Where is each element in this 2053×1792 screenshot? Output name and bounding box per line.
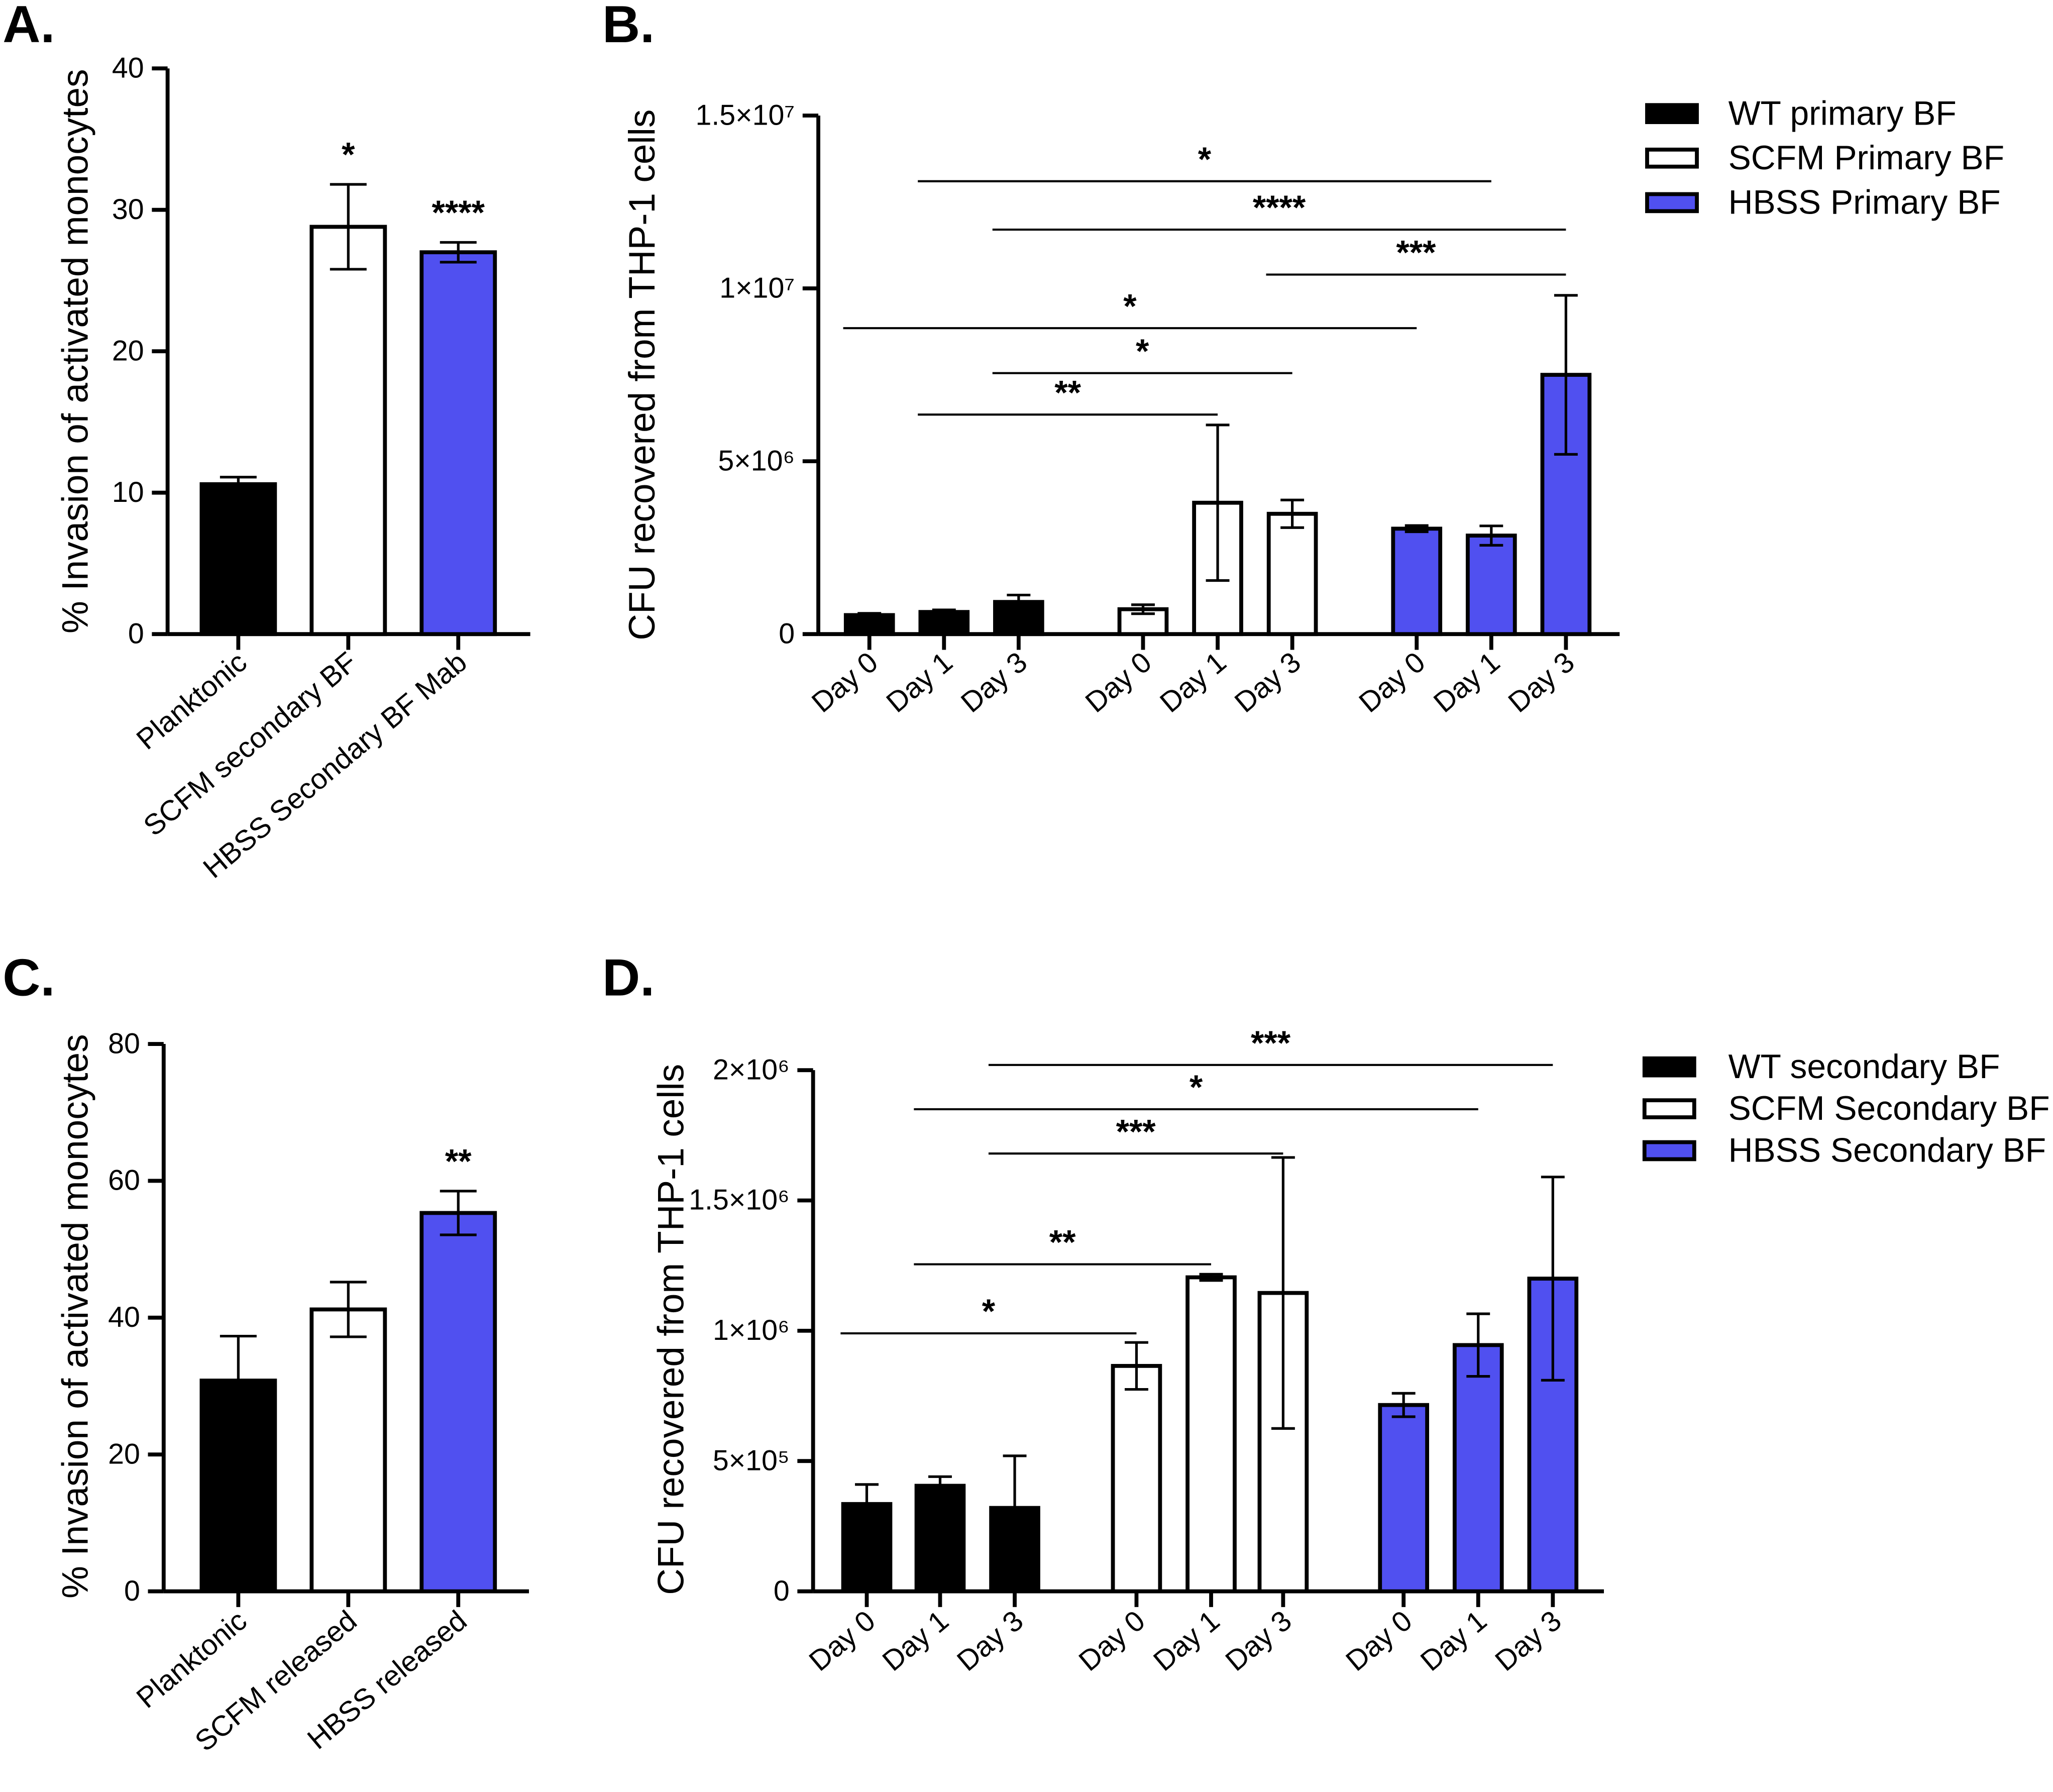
legend-label: SCFM Secondary BF: [1728, 1090, 2050, 1127]
x-tick-label: SCFM secondary BF: [138, 646, 363, 842]
bar: [1465, 534, 1517, 637]
significance-label: ****: [1253, 189, 1306, 227]
panel-label: B.: [602, 0, 655, 54]
chart-panel-b: 0 5×10⁶ 1×10⁷ 1.5×10⁷ CFU recovered from THP…: [602, 0, 2004, 719]
y-tick-label: 0: [128, 617, 144, 650]
legend-swatch: [1642, 1140, 1696, 1162]
y-tick-label: 5×10⁵: [713, 1444, 790, 1477]
x-tick-label: Day 0: [1079, 646, 1158, 719]
y-tick-label: 80: [108, 1027, 140, 1060]
y-tick-label: 20: [108, 1438, 140, 1470]
y-axis-title: % Invasion of activated monocytes: [55, 1034, 96, 1598]
bar: [1452, 1343, 1504, 1594]
x-tick-label: Day 3: [1220, 1605, 1298, 1677]
bar: [419, 1211, 497, 1594]
legend-label: SCFM Primary BF: [1728, 139, 2005, 177]
significance-label: *: [1136, 333, 1149, 370]
x-tick-label: Day 0: [1073, 1605, 1151, 1677]
legend-swatch: [1642, 1098, 1696, 1119]
x-tick-label: Day 1: [1147, 1605, 1226, 1677]
y-tick-label: 40: [112, 52, 144, 84]
significance-label: *: [1198, 141, 1212, 178]
legend-swatch: [1645, 103, 1699, 124]
y-axis-title: CFU recovered from THP-1 cells: [651, 1064, 692, 1595]
x-tick-label: Day 1: [1154, 646, 1232, 719]
x-tick-label: Day 3: [1489, 1605, 1568, 1677]
significance-label: *: [982, 1293, 996, 1330]
significance-label: ***: [1116, 1113, 1156, 1150]
x-tick-label: Day 3: [955, 646, 1033, 719]
bar: [1185, 1275, 1237, 1594]
bar: [419, 250, 497, 637]
significance-label: ***: [1251, 1024, 1291, 1062]
chart-panel-a: 0 10 20 30 40 % Invasion of activated monocyt…: [3, 0, 530, 885]
y-tick-label: 40: [108, 1301, 140, 1333]
chart-panel-c: 0 20 40 60 80 % Invasion of activated monocyt…: [3, 949, 529, 1758]
panel-label: A.: [3, 0, 55, 54]
x-tick-label: Day 1: [877, 1605, 955, 1677]
y-tick-label: 0: [774, 1575, 790, 1607]
x-tick-label: Day 3: [1229, 646, 1307, 719]
legend-swatch: [1645, 147, 1699, 169]
bar: [199, 482, 277, 637]
y-tick-label: 0: [124, 1575, 140, 1607]
bar: [1111, 1363, 1162, 1594]
x-tick-label: Day 0: [803, 1605, 882, 1677]
x-tick-label: Day 3: [1502, 646, 1581, 719]
significance-label: **: [1049, 1224, 1076, 1261]
y-tick-label: 1×10⁶: [713, 1314, 790, 1346]
significance-label: ***: [1396, 234, 1436, 272]
y-axis-title: CFU recovered from THP-1 cells: [622, 110, 663, 641]
bar: [1378, 1403, 1430, 1594]
legend-label: WT secondary BF: [1728, 1048, 2000, 1086]
bar: [1266, 511, 1318, 637]
y-tick-label: 10: [112, 476, 144, 508]
x-tick-label: Day 1: [881, 646, 959, 719]
y-tick-label: 1.5×10⁶: [689, 1184, 790, 1216]
bar: [309, 1307, 387, 1594]
significance-label: *: [1123, 287, 1137, 325]
x-tick-label: Day 3: [951, 1605, 1029, 1677]
y-tick-label: 20: [112, 335, 144, 367]
bar: [309, 225, 387, 637]
x-tick-label: Day 1: [1428, 646, 1506, 719]
significance-label: **: [1054, 374, 1081, 411]
y-tick-label: 30: [112, 193, 144, 226]
legend-swatch: [1642, 1056, 1696, 1078]
y-axis-title: % Invasion of activated monocytes: [55, 69, 96, 634]
legend: WT primary BF SCFM Primary BF HBSS Primary…: [1645, 94, 2005, 222]
x-tick-label: Day 0: [1353, 646, 1432, 719]
significance-label: *: [342, 136, 355, 174]
x-tick-label: Day 1: [1415, 1605, 1493, 1677]
significance-label: **: [445, 1142, 472, 1180]
legend-label: HBSS Secondary BF: [1728, 1132, 2046, 1170]
panel-label: C.: [3, 949, 55, 1007]
y-tick-label: 0: [779, 617, 795, 650]
significance-label: *: [1190, 1069, 1203, 1106]
panel-label: D.: [602, 949, 655, 1007]
y-tick-label: 1.5×10⁷: [695, 99, 795, 131]
y-tick-label: 60: [108, 1165, 140, 1197]
significance-label: ****: [432, 194, 485, 232]
chart-panel-d: 0 5×10⁵ 1×10⁶ 1.5×10⁶ 2×10⁶ CFU recovered fro…: [602, 949, 2050, 1677]
bar: [914, 1484, 966, 1594]
legend-label: WT primary BF: [1728, 94, 1957, 132]
legend-swatch: [1645, 192, 1699, 214]
y-tick-label: 1×10⁷: [719, 272, 795, 304]
y-tick-label: 5×10⁶: [718, 445, 795, 477]
bar: [1391, 526, 1443, 637]
legend-label: HBSS Primary BF: [1728, 184, 2001, 222]
legend: WT secondary BF SCFM Secondary BF HBSS Sec…: [1642, 1048, 2050, 1170]
y-tick-label: 2×10⁶: [713, 1053, 790, 1086]
x-tick-label: Day 0: [806, 646, 884, 719]
x-tick-label: Day 0: [1340, 1605, 1419, 1677]
